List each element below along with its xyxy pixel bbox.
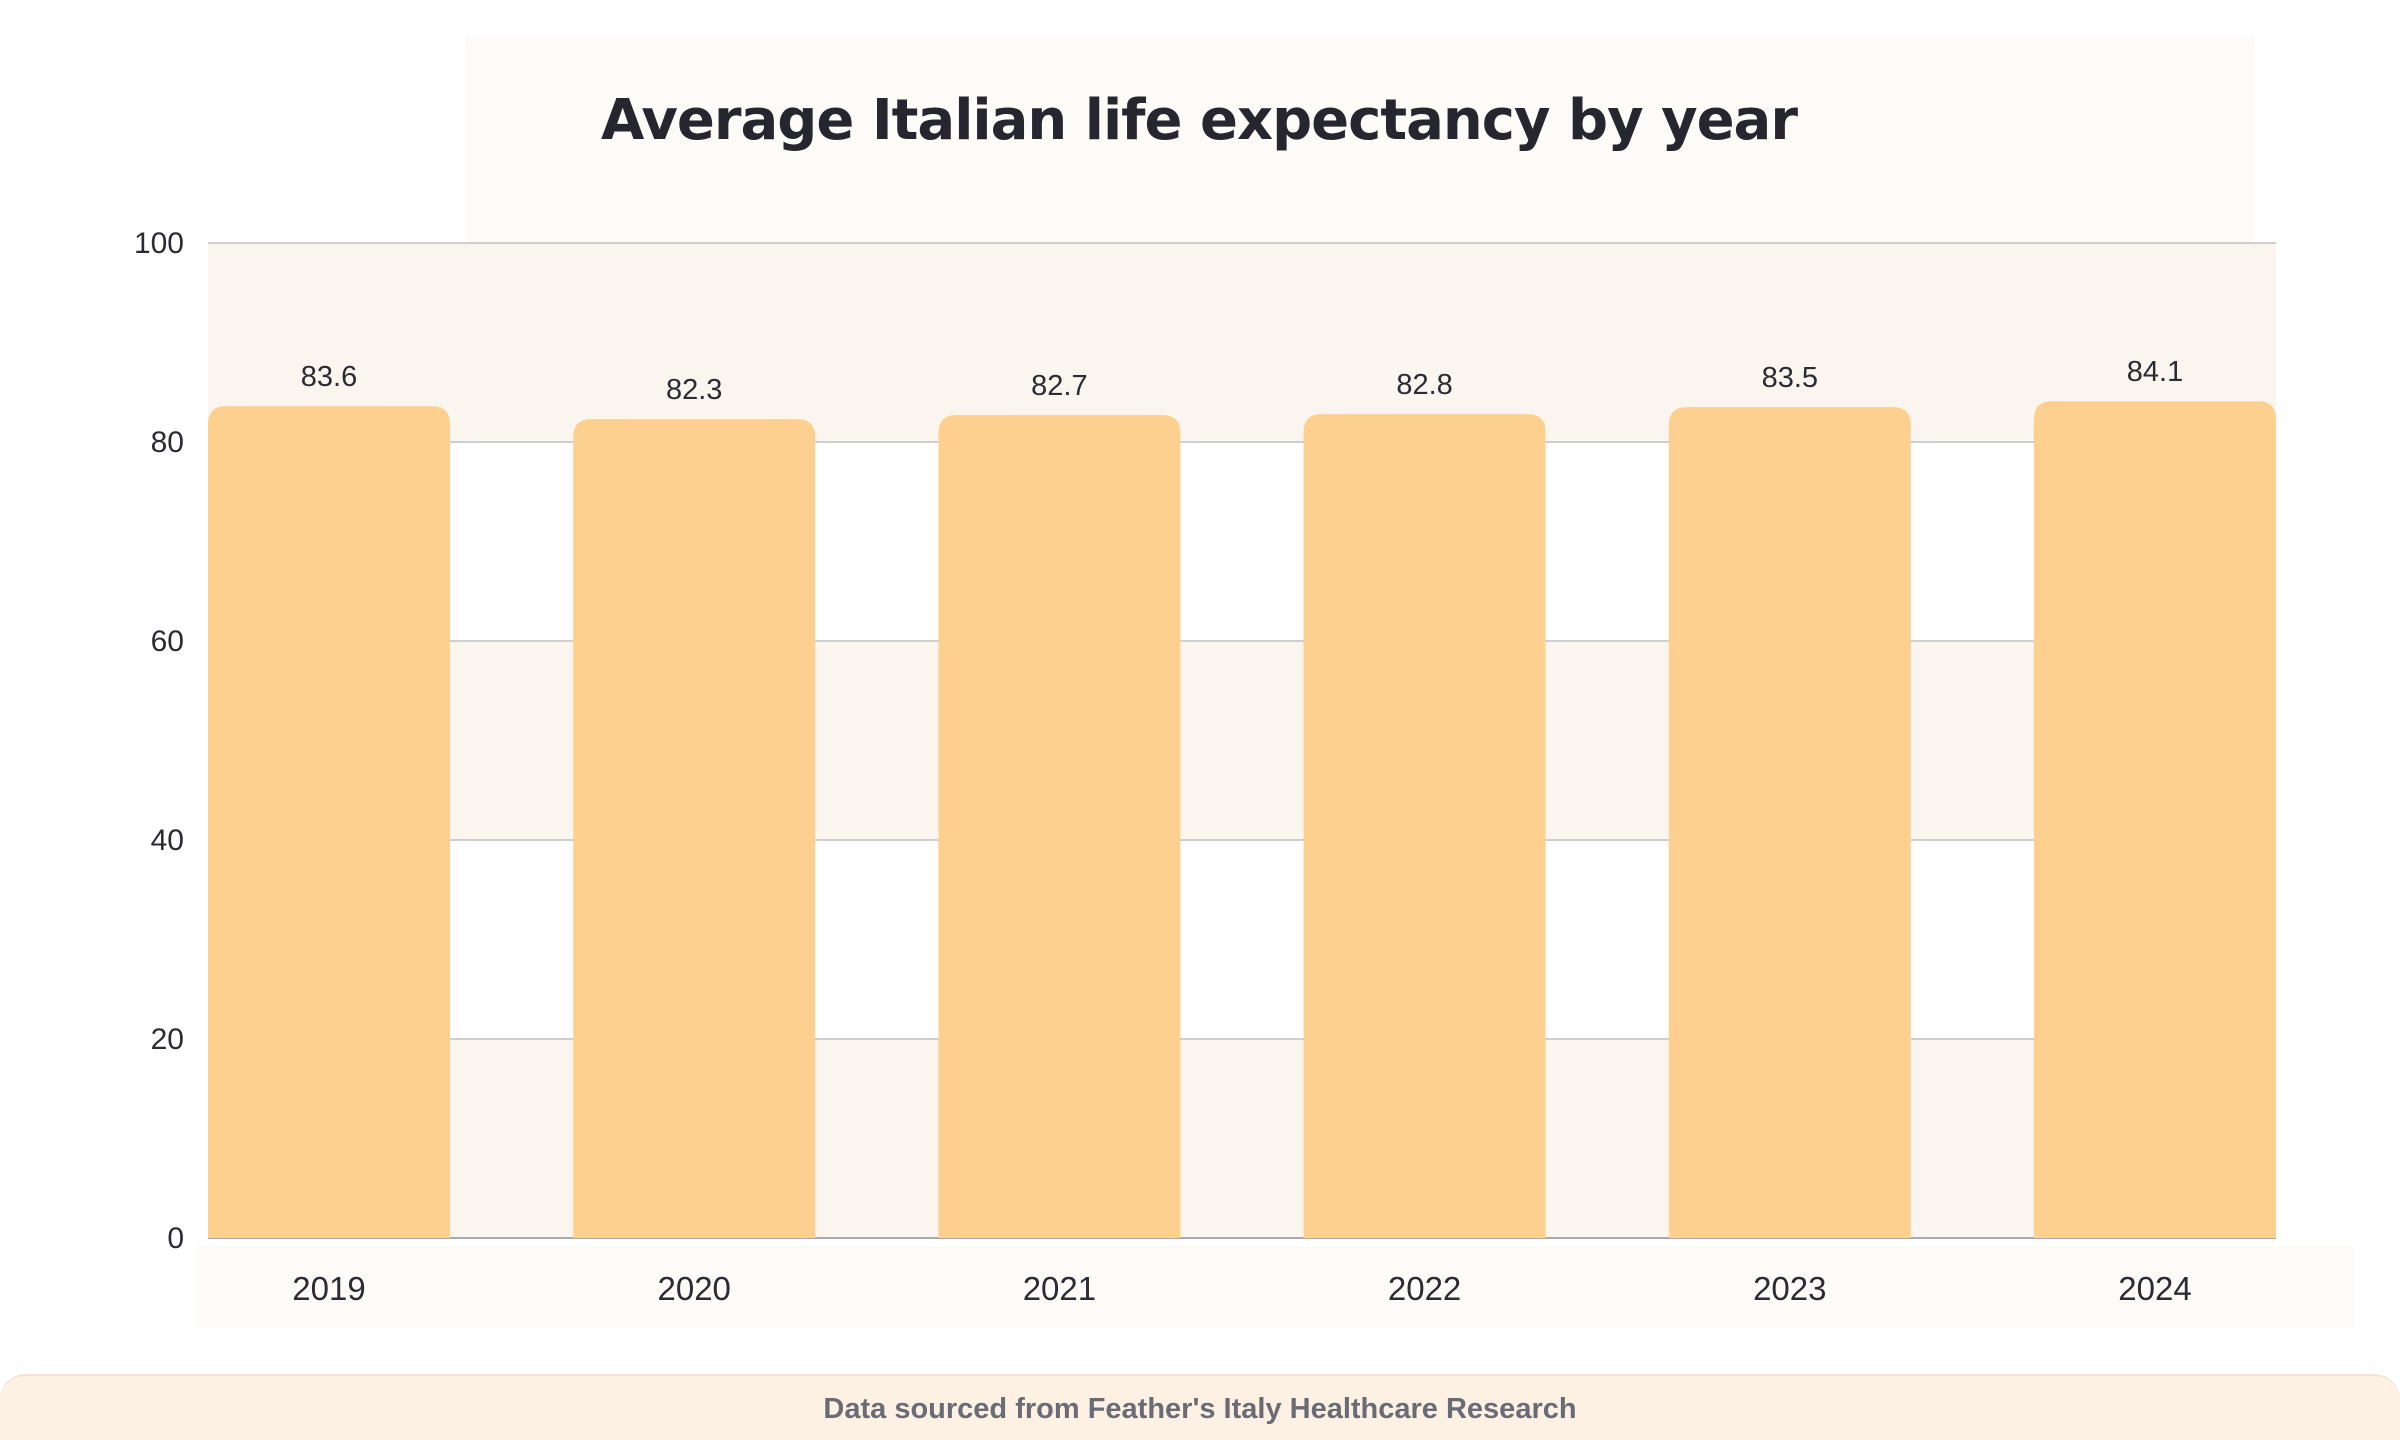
bar-2022 — [1303, 414, 1546, 1238]
background-band — [208, 243, 2276, 442]
background-band — [208, 641, 2276, 840]
value-label: 83.6 — [301, 361, 357, 393]
bar-2019 — [208, 406, 450, 1238]
source-footer: Data sourced from Feather's Italy Health… — [0, 1374, 2400, 1440]
bar-2020 — [573, 419, 816, 1238]
value-label: 84.1 — [2127, 356, 2183, 388]
x-tick-label: 2024 — [2118, 1270, 2191, 1307]
y-tick-label: 0 — [167, 1222, 184, 1255]
bar-2024 — [2034, 401, 2276, 1239]
x-axis-panel — [196, 1246, 2354, 1328]
bar-2021 — [938, 415, 1181, 1238]
y-tick-label: 60 — [151, 625, 184, 658]
y-tick-label: 40 — [151, 824, 184, 857]
x-tick-label: 2019 — [292, 1270, 365, 1307]
x-tick-label: 2020 — [657, 1270, 730, 1307]
x-tick-label: 2022 — [1388, 1270, 1461, 1307]
chart-title: Average Italian life expectancy by year — [601, 88, 1798, 153]
y-tick-label: 20 — [151, 1023, 184, 1056]
y-tick-label: 80 — [151, 426, 184, 459]
source-text: Data sourced from Feather's Italy Health… — [823, 1393, 1577, 1425]
value-label: 82.8 — [1396, 369, 1452, 401]
value-label: 82.7 — [1031, 370, 1087, 402]
value-label: 82.3 — [666, 374, 722, 406]
background-band — [208, 1039, 2276, 1238]
x-tick-label: 2021 — [1023, 1270, 1096, 1307]
bar-2023 — [1668, 407, 1911, 1238]
x-tick-label: 2023 — [1753, 1270, 1826, 1307]
title-panel — [466, 36, 2254, 246]
value-label: 83.5 — [1762, 362, 1818, 394]
y-tick-label: 100 — [134, 227, 184, 260]
